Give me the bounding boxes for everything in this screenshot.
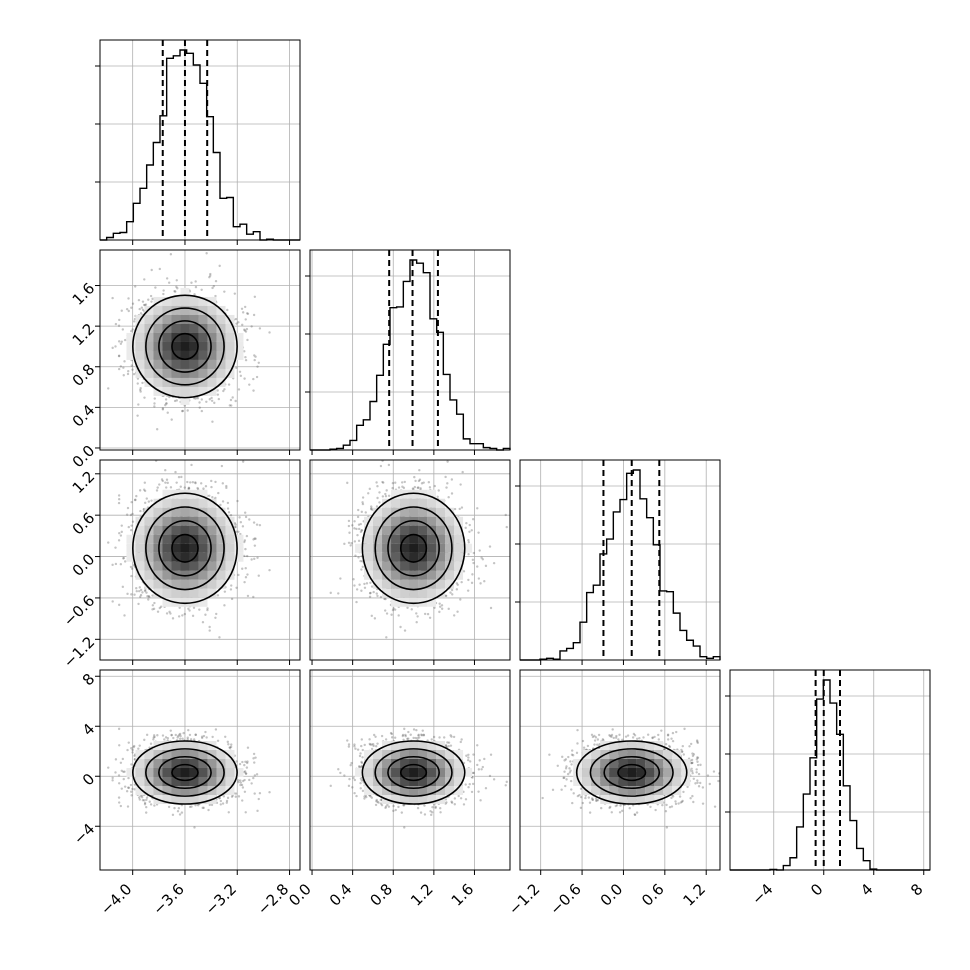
x-tick-label: 0.4 (326, 880, 356, 910)
histogram-bars (310, 259, 511, 451)
x-tick-label: 1.6 (448, 880, 478, 910)
panel-frame (519, 459, 721, 661)
panel-frame (519, 669, 721, 871)
x-tick-label: 0.6 (638, 880, 668, 910)
panel-0-0 (95, 39, 301, 245)
contour-0 (171, 763, 199, 782)
y-tick-label: 0.0 (69, 550, 99, 580)
x-tick-label: −3.2 (202, 880, 240, 918)
histogram-bars (730, 679, 930, 871)
panel-3-1 (309, 669, 511, 875)
contour-0 (399, 533, 428, 563)
x-tick-label: 4 (857, 880, 876, 899)
y-tick-label: 4 (79, 720, 98, 739)
panel-2-1 (309, 459, 511, 665)
x-tick-label: 1.2 (407, 880, 437, 910)
x-tick-label: −4.0 (97, 880, 135, 918)
density-map (355, 741, 473, 804)
panel-3-2 (519, 669, 721, 875)
contour-1 (158, 755, 212, 790)
contour-0 (617, 763, 647, 782)
contour-2 (589, 748, 674, 797)
x-tick-label: 8 (907, 880, 926, 899)
y-tick-label: 0.6 (69, 509, 99, 539)
contour-3 (575, 740, 688, 805)
y-tick-label: −1.2 (60, 633, 98, 671)
contour-2 (374, 748, 453, 797)
contour-3 (132, 740, 238, 805)
y-tick-label: 8 (79, 670, 98, 689)
panel-frame (99, 249, 301, 451)
panel-frame (309, 249, 511, 451)
contour-1 (158, 519, 212, 577)
panel-3-0 (95, 669, 301, 875)
y-tick-label: −0.6 (60, 592, 98, 630)
panel-1-1 (305, 249, 511, 455)
x-tick-label: −3.6 (149, 880, 187, 918)
y-tick-label: −4 (70, 820, 98, 848)
contour-1 (603, 755, 661, 790)
contour-2 (145, 748, 225, 797)
panel-1-0 (95, 249, 301, 455)
x-tick-label: 0.8 (366, 880, 396, 910)
y-tick-label: 0.4 (69, 401, 99, 431)
y-tick-label: 1.6 (69, 279, 99, 309)
contour-2 (374, 506, 453, 591)
contour-1 (387, 755, 440, 790)
x-tick-label: −4 (748, 880, 776, 908)
contour-3 (132, 492, 238, 605)
panel-frame (729, 669, 931, 871)
panel-frame (99, 39, 301, 241)
x-tick-label: 1.2 (679, 880, 709, 910)
contour-0 (171, 533, 199, 563)
x-tick-label: −1.2 (505, 880, 543, 918)
contour-0 (171, 332, 199, 361)
y-tick-label: 0 (79, 770, 98, 789)
contour-3 (361, 740, 466, 805)
y-tick-label: 1.2 (69, 320, 99, 350)
contour-3 (132, 294, 238, 399)
y-tick-label: 0.8 (69, 360, 99, 390)
contour-3 (361, 492, 466, 605)
contour-2 (145, 307, 225, 386)
density-map (126, 741, 244, 804)
x-tick-label: 0 (807, 880, 826, 899)
contour-1 (387, 519, 440, 577)
x-tick-label: 0.0 (597, 880, 627, 910)
panel-frame (99, 459, 301, 661)
histogram-bars (100, 49, 300, 241)
panel-3-3 (725, 669, 931, 875)
panel-2-0 (95, 459, 301, 665)
y-tick-label: 0.0 (69, 442, 99, 472)
panel-2-2 (515, 459, 721, 665)
contour-1 (158, 320, 212, 373)
contour-0 (399, 763, 428, 782)
panel-frame (99, 669, 301, 871)
x-tick-label: −0.6 (546, 880, 584, 918)
histogram-bars (520, 469, 721, 661)
panel-frame (309, 669, 511, 871)
y-tick-label: 1.2 (69, 467, 99, 497)
panel-frame (309, 459, 511, 661)
x-tick-label: 0.0 (285, 880, 315, 910)
contour-2 (145, 506, 225, 591)
